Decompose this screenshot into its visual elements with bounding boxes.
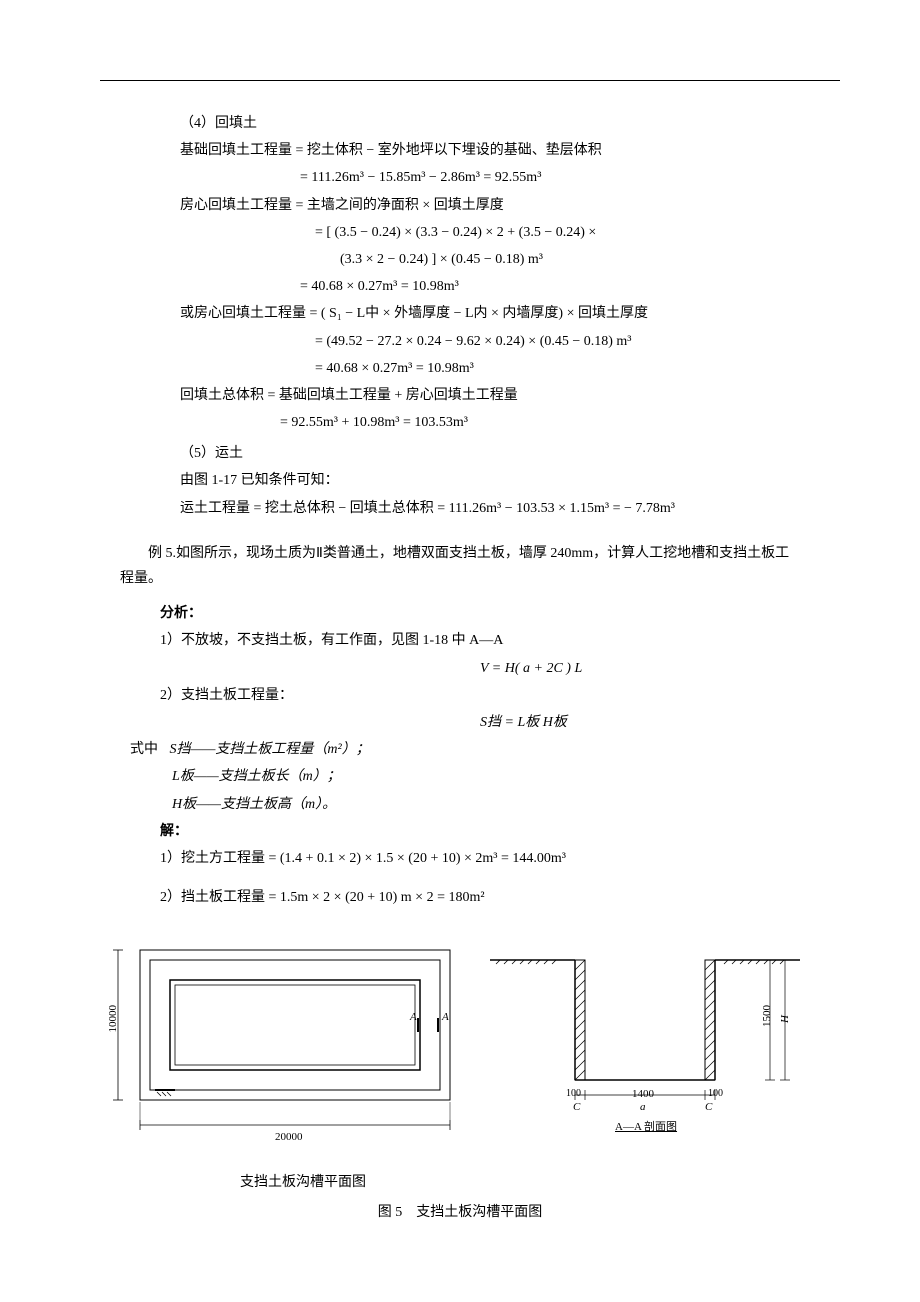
var-a: a — [640, 1098, 646, 1118]
section-title: A—A 剖面图 — [615, 1118, 677, 1138]
plan-diagram: A A 20000 10000 — [100, 930, 480, 1150]
analysis-item1-text: 1）不放坡，不支挡土板，有工作面，见图 1-18 中 A—A — [160, 633, 503, 648]
plan-label-a2: A — [442, 1008, 449, 1028]
section-diagram: 100 C 1400 a 100 C 1500 H A—A 剖面图 — [480, 930, 820, 1150]
sec4-l7: 或房心回填土工程量 = ( S₁ − L中 × 外墙厚度 − L内 × 内墙厚度… — [180, 301, 820, 326]
diagram-row: A A 20000 10000 — [100, 930, 820, 1150]
var-h: H — [776, 1015, 796, 1023]
sec4-l4: = [ (3.5 − 0.24) × (3.3 − 0.24) × 2 + (3… — [315, 220, 820, 245]
plan-svg — [100, 930, 480, 1150]
sec5-title: （5）运土 — [180, 441, 820, 466]
sec4-l10: 回填土总体积 = 基础回填土工程量 + 房心回填土工程量 — [180, 383, 820, 408]
dim-1500: 1500 — [758, 1005, 778, 1027]
sec5-l1: 由图 1-17 已知条件可知： — [180, 468, 820, 493]
analysis-block: 分析： 1）不放坡，不支挡土板，有工作面，见图 1-18 中 A—A V = H… — [160, 601, 820, 735]
example-5: 例 5.如图所示，现场土质为Ⅱ类普通土，地槽双面支挡土板，墙厚 240mm，计算… — [120, 541, 800, 591]
sec4-l3: 房心回填土工程量 = 主墙之间的净面积 × 回填土厚度 — [180, 193, 820, 218]
sec4-l11: = 92.55m³ + 10.98m³ = 103.53m³ — [280, 410, 820, 435]
solution-title: 解： — [160, 819, 820, 844]
plan-height: 10000 — [104, 1005, 124, 1033]
sec4-title: （4）回填土 — [180, 111, 820, 136]
sec4-l6: = 40.68 × 0.27m³ = 10.98m³ — [300, 274, 820, 299]
where3: H板——支挡土板高（m）。 — [172, 792, 860, 817]
where-label: 式中 — [130, 742, 158, 757]
sec4-l1: 基础回填土工程量 = 挖土体积 − 室外地坪以下埋设的基础、垫层体积 — [180, 138, 820, 163]
plan-label-a1: A — [410, 1008, 417, 1028]
var-c-right: C — [705, 1098, 712, 1118]
sec4-l9: = 40.68 × 0.27m³ = 10.98m³ — [315, 356, 820, 381]
top-rule — [100, 80, 840, 81]
analysis-item2: 2）支挡土板工程量： — [160, 683, 820, 708]
var-c-left: C — [573, 1098, 580, 1118]
section-4: （4）回填土 基础回填土工程量 = 挖土体积 − 室外地坪以下埋设的基础、垫层体… — [180, 111, 820, 521]
analysis-formula2: S挡 = L板 H板 — [480, 710, 820, 735]
where2: L板——支挡土板长（m）； — [172, 764, 860, 789]
analysis-item1: 1）不放坡，不支挡土板，有工作面，见图 1-18 中 A—A — [160, 628, 820, 653]
section-svg — [480, 930, 820, 1150]
solution-item1: 1）挖土方工程量 = (1.4 + 0.1 × 2) × 1.5 × (20 +… — [160, 846, 820, 871]
solution-block: 解： 1）挖土方工程量 = (1.4 + 0.1 × 2) × 1.5 × (2… — [160, 819, 820, 911]
solution-item2: 2）挡土板工程量 = 1.5m × 2 × (20 + 10) m × 2 = … — [160, 885, 820, 910]
sec4-l2: = 111.26m³ − 15.85m³ − 2.86m³ = 92.55m³ — [300, 165, 820, 190]
plan-width: 20000 — [275, 1128, 303, 1148]
where-row1: 式中 S挡——支挡土板工程量（m²）； — [130, 737, 860, 762]
where1: S挡——支挡土板工程量（m²）； — [170, 742, 370, 757]
sec4-l8: = (49.52 − 27.2 × 0.24 − 9.62 × 0.24) × … — [315, 329, 820, 354]
where-block: 式中 S挡——支挡土板工程量（m²）； L板——支挡土板长（m）； H板——支挡… — [130, 737, 860, 817]
sec5-l2: 运土工程量 = 挖土总体积 − 回填土总体积 = 111.26m³ − 103.… — [180, 496, 820, 521]
caption-main: 图 5 支挡土板沟槽平面图 — [60, 1200, 860, 1225]
caption-left: 支挡土板沟槽平面图 — [240, 1170, 860, 1195]
sec4-l5: (3.3 × 2 − 0.24) ] × (0.45 − 0.18) m³ — [340, 247, 820, 272]
analysis-title: 分析： — [160, 601, 820, 626]
analysis-formula1: V = H( a + 2C ) L — [480, 656, 820, 681]
